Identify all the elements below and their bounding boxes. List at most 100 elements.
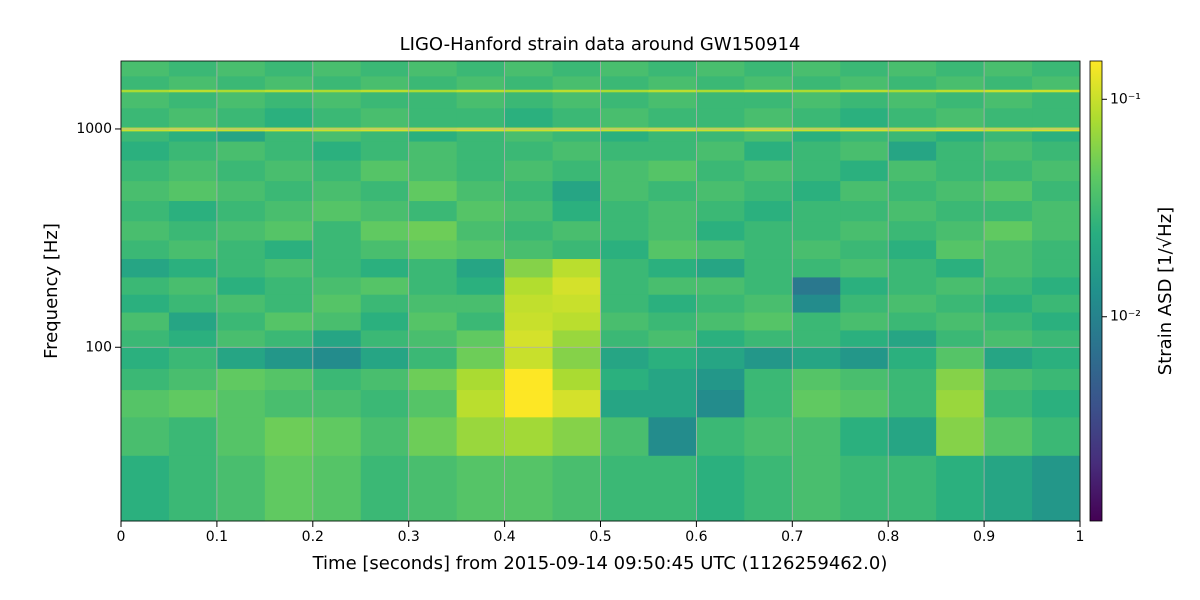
heatmap-cell: [121, 61, 170, 77]
heatmap-cell: [168, 91, 218, 109]
heatmap-cell: [552, 75, 601, 90]
heatmap-cell: [408, 455, 458, 522]
heatmap-cell: [552, 141, 601, 161]
heatmap-cell: [504, 258, 554, 278]
heatmap-cell: [600, 258, 649, 278]
heatmap-cell: [408, 89, 458, 93]
heatmap-cell: [696, 107, 745, 128]
heatmap-cell: [840, 258, 889, 278]
heatmap-cell: [984, 329, 1033, 348]
heatmap-cell: [936, 455, 985, 522]
heatmap-cell: [360, 258, 410, 278]
heatmap-cell: [984, 200, 1033, 222]
heatmap-cell: [888, 75, 937, 90]
heatmap-cell: [168, 312, 218, 331]
heatmap-cell: [456, 239, 506, 260]
heatmap-cell: [121, 416, 170, 456]
heatmap-cell: [696, 89, 745, 93]
heatmap-cell: [264, 258, 314, 278]
x-axis-label: Time [seconds] from 2015-09-14 09:50:45 …: [312, 553, 888, 574]
heatmap-cell: [216, 347, 266, 369]
heatmap-cell: [1032, 160, 1081, 182]
heatmap-cell: [216, 61, 266, 77]
heatmap-cell: [456, 220, 506, 241]
heatmap-cell: [792, 220, 841, 241]
heatmap-cell: [1032, 276, 1081, 295]
heatmap-cell: [216, 89, 266, 93]
heatmap-cell: [312, 347, 362, 369]
heatmap-cell: [360, 329, 410, 348]
heatmap-cell: [648, 91, 697, 109]
heatmap-cell: [696, 180, 745, 202]
heatmap-cell: [744, 141, 793, 161]
heatmap-cell: [264, 347, 314, 369]
y-axis-label: Frequency [Hz]: [41, 223, 62, 359]
heatmap-cell: [984, 416, 1033, 456]
heatmap-cell: [456, 91, 506, 109]
heatmap-cell: [1032, 61, 1081, 77]
heatmap-cell: [264, 91, 314, 109]
x-tick-label: 0.9: [973, 529, 995, 545]
heatmap-cell: [984, 61, 1033, 77]
heatmap-cell: [264, 329, 314, 348]
heatmap-cell: [696, 312, 745, 331]
heatmap-cell: [600, 312, 649, 331]
heatmap-cell: [744, 258, 793, 278]
heatmap-cell: [600, 160, 649, 182]
heatmap-cell: [1032, 258, 1081, 278]
heatmap-cell: [312, 61, 362, 77]
heatmap-cell: [408, 258, 458, 278]
heatmap-cell: [552, 258, 601, 278]
heatmap-cell: [408, 130, 458, 142]
heatmap-cell: [408, 276, 458, 295]
heatmap-cell: [696, 239, 745, 260]
heatmap-cell: [936, 368, 985, 391]
heatmap-cell: [360, 130, 410, 142]
heatmap-cell: [264, 416, 314, 456]
heatmap-cell: [456, 258, 506, 278]
heatmap-cell: [984, 276, 1033, 295]
heatmap-cell: [216, 160, 266, 182]
heatmap-cell: [168, 200, 218, 222]
heatmap-cell: [504, 276, 554, 295]
heatmap-cell: [408, 312, 458, 331]
heatmap-cell: [936, 239, 985, 260]
heatmap-cell: [888, 258, 937, 278]
heatmap-cell: [264, 220, 314, 241]
heatmap-cell: [360, 294, 410, 313]
heatmap-cell: [121, 180, 170, 202]
heatmap-cell: [312, 89, 362, 93]
heatmap-cell: [456, 89, 506, 93]
heatmap-cell: [264, 89, 314, 93]
heatmap-cell: [312, 75, 362, 90]
y-tick-label: 100: [85, 339, 112, 355]
heatmap-cell: [552, 89, 601, 93]
heatmap-cell: [936, 89, 985, 93]
heatmap-cell: [360, 91, 410, 109]
heatmap-cell: [216, 200, 266, 222]
heatmap-cell: [984, 180, 1033, 202]
heatmap-cell: [504, 329, 554, 348]
heatmap-cell: [744, 389, 793, 418]
heatmap-cell: [1032, 239, 1081, 260]
heatmap-cell: [1032, 107, 1081, 128]
heatmap-cell: [744, 160, 793, 182]
heatmap-cell: [408, 160, 458, 182]
heatmap-cell: [312, 276, 362, 295]
heatmap-cell: [121, 239, 170, 260]
heatmap-cell: [984, 389, 1033, 418]
heatmap-cell: [744, 180, 793, 202]
heatmap-cell: [360, 61, 410, 77]
heatmap-cell: [456, 130, 506, 142]
heatmap-cell: [744, 89, 793, 93]
heatmap-cell: [168, 130, 218, 142]
heatmap-cell: [121, 312, 170, 331]
heatmap-cell: [216, 416, 266, 456]
heatmap-cell: [648, 75, 697, 90]
heatmap-cell: [552, 61, 601, 77]
heatmap-cell: [1032, 347, 1081, 369]
x-tick-label: 0.2: [302, 529, 324, 545]
heatmap-cell: [504, 89, 554, 93]
heatmap-cell: [504, 239, 554, 260]
heatmap-cell: [936, 312, 985, 331]
